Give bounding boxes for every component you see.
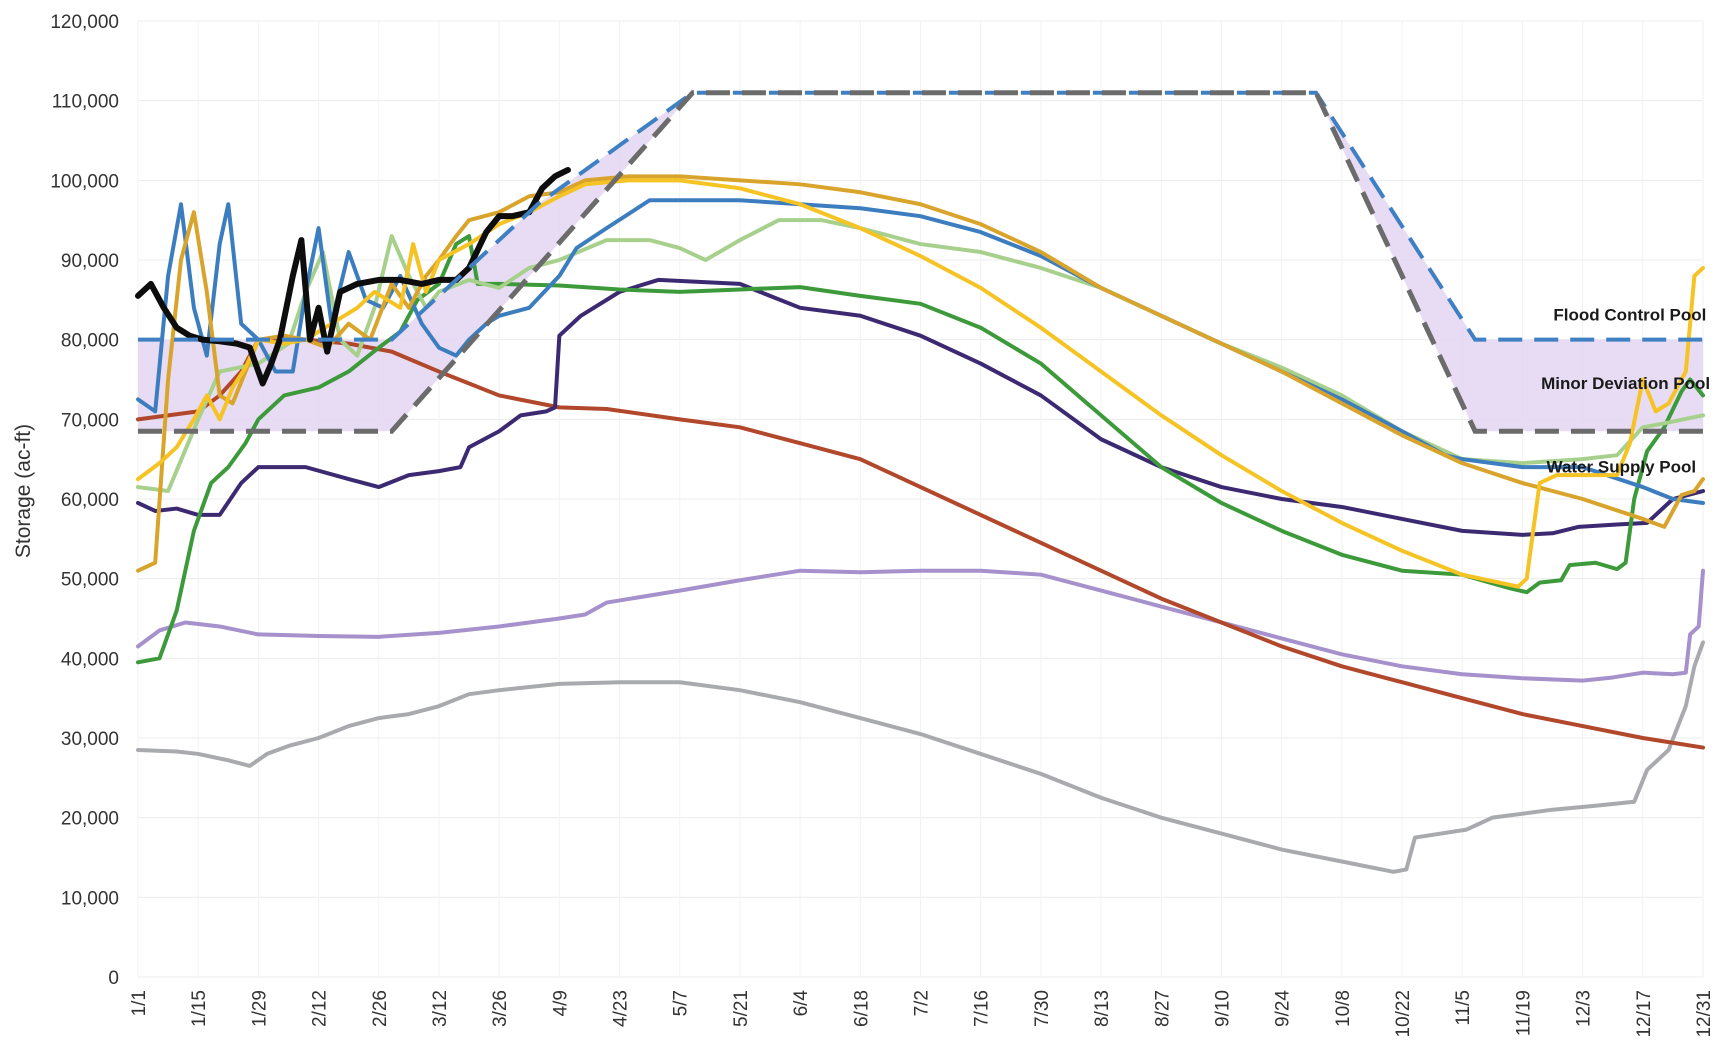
x-tick-label: 9/24 xyxy=(1273,990,1294,1027)
y-tick-label: 60,000 xyxy=(61,490,119,511)
series-lines xyxy=(135,166,1705,874)
y-tick-label: 70,000 xyxy=(61,410,119,431)
x-tick-label: 4/23 xyxy=(611,990,632,1027)
series-line-1 xyxy=(136,640,1705,874)
grid-lines xyxy=(137,20,1704,978)
y-tick-label: 40,000 xyxy=(61,649,119,670)
x-tick-label: 4/9 xyxy=(550,990,571,1016)
x-tick-label: 2/26 xyxy=(370,990,391,1027)
x-tick-label: 7/30 xyxy=(1032,990,1053,1027)
pool-band xyxy=(138,92,1703,432)
x-tick-label: 12/17 xyxy=(1634,990,1655,1038)
x-tick-label: 5/7 xyxy=(671,990,692,1016)
x-tick-label: 3/26 xyxy=(490,990,511,1027)
x-tick-label: 5/21 xyxy=(731,990,752,1027)
x-tick-label: 1/29 xyxy=(249,990,270,1027)
series-line-5 xyxy=(136,234,1705,665)
x-tick-label: 11/5 xyxy=(1453,990,1474,1026)
x-tick-label: 6/4 xyxy=(791,990,812,1017)
x-axis-ticks: 1/1 1/15 1/29 2/12 2/26 3/12 3/26 4/9 4/23 5/7 5/2… xyxy=(129,990,1715,1038)
x-tick-label: 7/16 xyxy=(972,990,993,1027)
y-tick-label: 90,000 xyxy=(61,251,119,272)
rule-curves xyxy=(138,90,1703,434)
y-tick-label: 80,000 xyxy=(61,331,119,352)
series-line-4 xyxy=(136,277,1705,537)
y-tick-label: 0 xyxy=(108,968,119,989)
x-tick-label: 1/15 xyxy=(189,990,210,1027)
water-supply-rule-curve xyxy=(138,90,1703,434)
x-tick-label: 8/27 xyxy=(1152,990,1173,1027)
x-tick-label: 11/19 xyxy=(1513,990,1534,1036)
flood-control-rule-curve xyxy=(138,90,1703,342)
y-axis-ticks: 0 10,000 20,000 30,000 40,000 50,000 60,000 70,… xyxy=(50,12,119,989)
y-tick-label: 100,000 xyxy=(50,171,119,192)
minor-deviation-band xyxy=(138,92,1703,432)
x-tick-label: 6/18 xyxy=(851,990,872,1027)
x-tick-label: 2/12 xyxy=(310,990,331,1027)
x-tick-label: 12/31 xyxy=(1694,990,1715,1038)
x-tick-label: 12/3 xyxy=(1574,990,1595,1027)
y-tick-label: 10,000 xyxy=(61,888,119,909)
y-tick-label: 110,000 xyxy=(52,92,119,113)
pool-labels: Flood Control Pool Minor Deviation Pool Wa… xyxy=(1541,306,1710,477)
series-line-7 xyxy=(136,198,1705,505)
x-tick-label: 7/2 xyxy=(912,990,933,1016)
series-line-8 xyxy=(136,174,1705,573)
pool-label: Water Supply Pool xyxy=(1547,458,1697,477)
y-tick-label: 50,000 xyxy=(61,570,119,591)
x-tick-label: 9/10 xyxy=(1212,990,1233,1027)
x-tick-label: 8/13 xyxy=(1092,990,1113,1027)
pool-label: Minor Deviation Pool xyxy=(1541,374,1710,393)
series-line-2 xyxy=(136,568,1705,683)
y-axis-label: Storage (ac-ft) xyxy=(12,424,35,558)
series-line-9 xyxy=(136,178,1705,589)
y-tick-label: 30,000 xyxy=(61,729,119,750)
y-tick-label: 120,000 xyxy=(50,12,119,33)
x-tick-label: 1/1 xyxy=(129,990,150,1016)
x-tick-label: 10/8 xyxy=(1333,990,1354,1027)
x-tick-label: 3/12 xyxy=(430,990,451,1027)
x-tick-label: 10/22 xyxy=(1393,990,1414,1038)
pool-label: Flood Control Pool xyxy=(1553,306,1706,325)
series-line-10 xyxy=(135,166,571,387)
y-tick-label: 20,000 xyxy=(61,809,119,830)
